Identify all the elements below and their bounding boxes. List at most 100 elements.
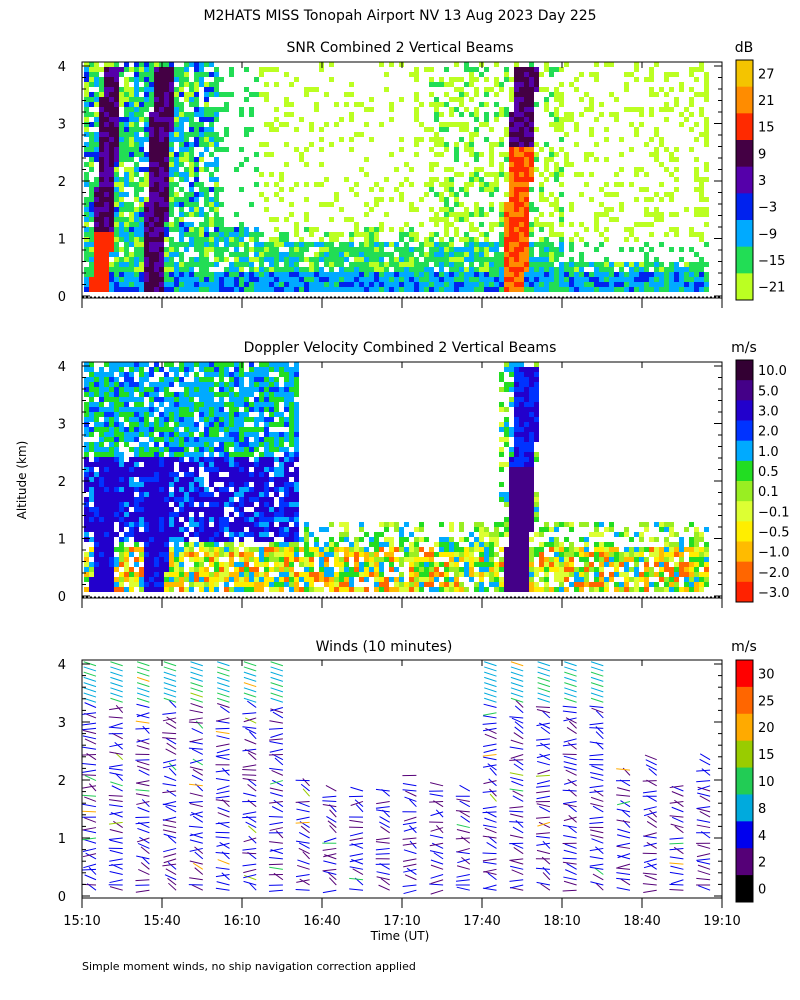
heatmap-cell — [89, 62, 94, 67]
heatmap-cell — [474, 237, 479, 242]
heatmap-cell — [454, 212, 459, 217]
heatmap-cell — [429, 232, 434, 237]
heatmap-cell — [349, 112, 354, 117]
heatmap-cell — [519, 252, 524, 257]
heatmap-cell — [519, 477, 524, 482]
heatmap-cell — [664, 107, 669, 112]
heatmap-cell — [249, 522, 254, 527]
heatmap-cell — [524, 507, 529, 512]
heatmap-cell — [399, 247, 404, 252]
heatmap-cell — [369, 232, 374, 237]
heatmap-cell — [194, 242, 199, 247]
heatmap-cell — [134, 242, 139, 247]
heatmap-cell — [449, 527, 454, 532]
heatmap-cell — [104, 177, 109, 182]
heatmap-cell — [524, 512, 529, 517]
heatmap-cell — [549, 272, 554, 277]
heatmap-cell — [604, 277, 609, 282]
heatmap-cell — [654, 62, 659, 67]
heatmap-cell — [159, 417, 164, 422]
heatmap-cell — [384, 542, 389, 547]
heatmap-cell — [644, 207, 649, 212]
heatmap-cell — [189, 382, 194, 387]
heatmap-cell — [109, 107, 114, 112]
heatmap-cell — [144, 167, 149, 172]
heatmap-cell — [164, 62, 169, 67]
heatmap-cell — [109, 267, 114, 272]
heatmap-cell — [339, 252, 344, 257]
heatmap-cell — [544, 542, 549, 547]
heatmap-cell — [219, 457, 224, 462]
heatmap-cell — [654, 212, 659, 217]
heatmap-cell — [194, 62, 199, 67]
heatmap-cell — [539, 267, 544, 272]
heatmap-cell — [234, 167, 239, 172]
heatmap-cell — [519, 372, 524, 377]
heatmap-cell — [189, 117, 194, 122]
heatmap-cell — [109, 72, 114, 77]
heatmap-cell — [479, 522, 484, 527]
heatmap-cell — [174, 277, 179, 282]
heatmap-cell — [494, 102, 499, 107]
heatmap-cell — [454, 152, 459, 157]
heatmap-cell — [104, 437, 109, 442]
heatmap-cell — [174, 72, 179, 77]
heatmap-cell — [219, 402, 224, 407]
heatmap-cell — [689, 277, 694, 282]
heatmap-cell — [214, 167, 219, 172]
heatmap-cell — [409, 247, 414, 252]
heatmap-cell — [179, 442, 184, 447]
heatmap-cell — [514, 102, 519, 107]
heatmap-cell — [414, 97, 419, 102]
heatmap-cell — [229, 392, 234, 397]
heatmap-cell — [89, 217, 94, 222]
heatmap-cell — [634, 277, 639, 282]
heatmap-cell — [549, 257, 554, 262]
heatmap-cell — [524, 537, 529, 542]
heatmap-cell — [104, 197, 109, 202]
heatmap-cell — [84, 267, 89, 272]
heatmap-cell — [539, 542, 544, 547]
heatmap-cell — [199, 107, 204, 112]
heatmap-cell — [364, 107, 369, 112]
heatmap-cell — [579, 277, 584, 282]
heatmap-cell — [439, 257, 444, 262]
heatmap-cell — [589, 172, 594, 177]
heatmap-cell — [124, 257, 129, 262]
heatmap-cell — [479, 242, 484, 247]
heatmap-cell — [439, 262, 444, 267]
heatmap-cell — [429, 67, 434, 72]
heatmap-cell — [409, 202, 414, 207]
heatmap-cell — [494, 177, 499, 182]
heatmap-cell — [134, 497, 139, 502]
heatmap-cell — [199, 447, 204, 452]
heatmap-cell — [174, 497, 179, 502]
heatmap-cell — [194, 282, 199, 287]
heatmap-cell — [214, 462, 219, 467]
heatmap-cell — [134, 457, 139, 462]
colorbar-label: 15 — [758, 121, 775, 136]
heatmap-cell — [414, 277, 419, 282]
heatmap-cell — [344, 522, 349, 527]
heatmap-cell — [94, 237, 99, 242]
heatmap-cell — [419, 522, 424, 527]
heatmap-cell — [329, 237, 334, 242]
heatmap-cell — [154, 127, 159, 132]
heatmap-cell — [454, 282, 459, 287]
heatmap-cell — [164, 532, 169, 537]
heatmap-cell — [519, 392, 524, 397]
heatmap-cell — [209, 82, 214, 87]
heatmap-cell — [259, 482, 264, 487]
heatmap-cell — [224, 92, 229, 97]
heatmap-cell — [294, 477, 299, 482]
heatmap-cell — [184, 272, 189, 277]
heatmap-cell — [99, 102, 104, 107]
heatmap-cell — [294, 227, 299, 232]
heatmap-cell — [239, 437, 244, 442]
heatmap-cell — [114, 67, 119, 72]
heatmap-cell — [154, 187, 159, 192]
heatmap-cell — [459, 102, 464, 107]
heatmap-cell — [479, 167, 484, 172]
heatmap-cell — [269, 437, 274, 442]
heatmap-cell — [369, 262, 374, 267]
